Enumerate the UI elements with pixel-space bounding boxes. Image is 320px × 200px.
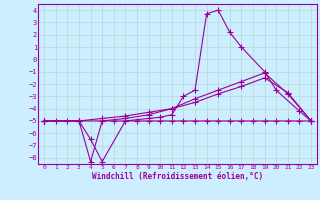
X-axis label: Windchill (Refroidissement éolien,°C): Windchill (Refroidissement éolien,°C) bbox=[92, 172, 263, 181]
